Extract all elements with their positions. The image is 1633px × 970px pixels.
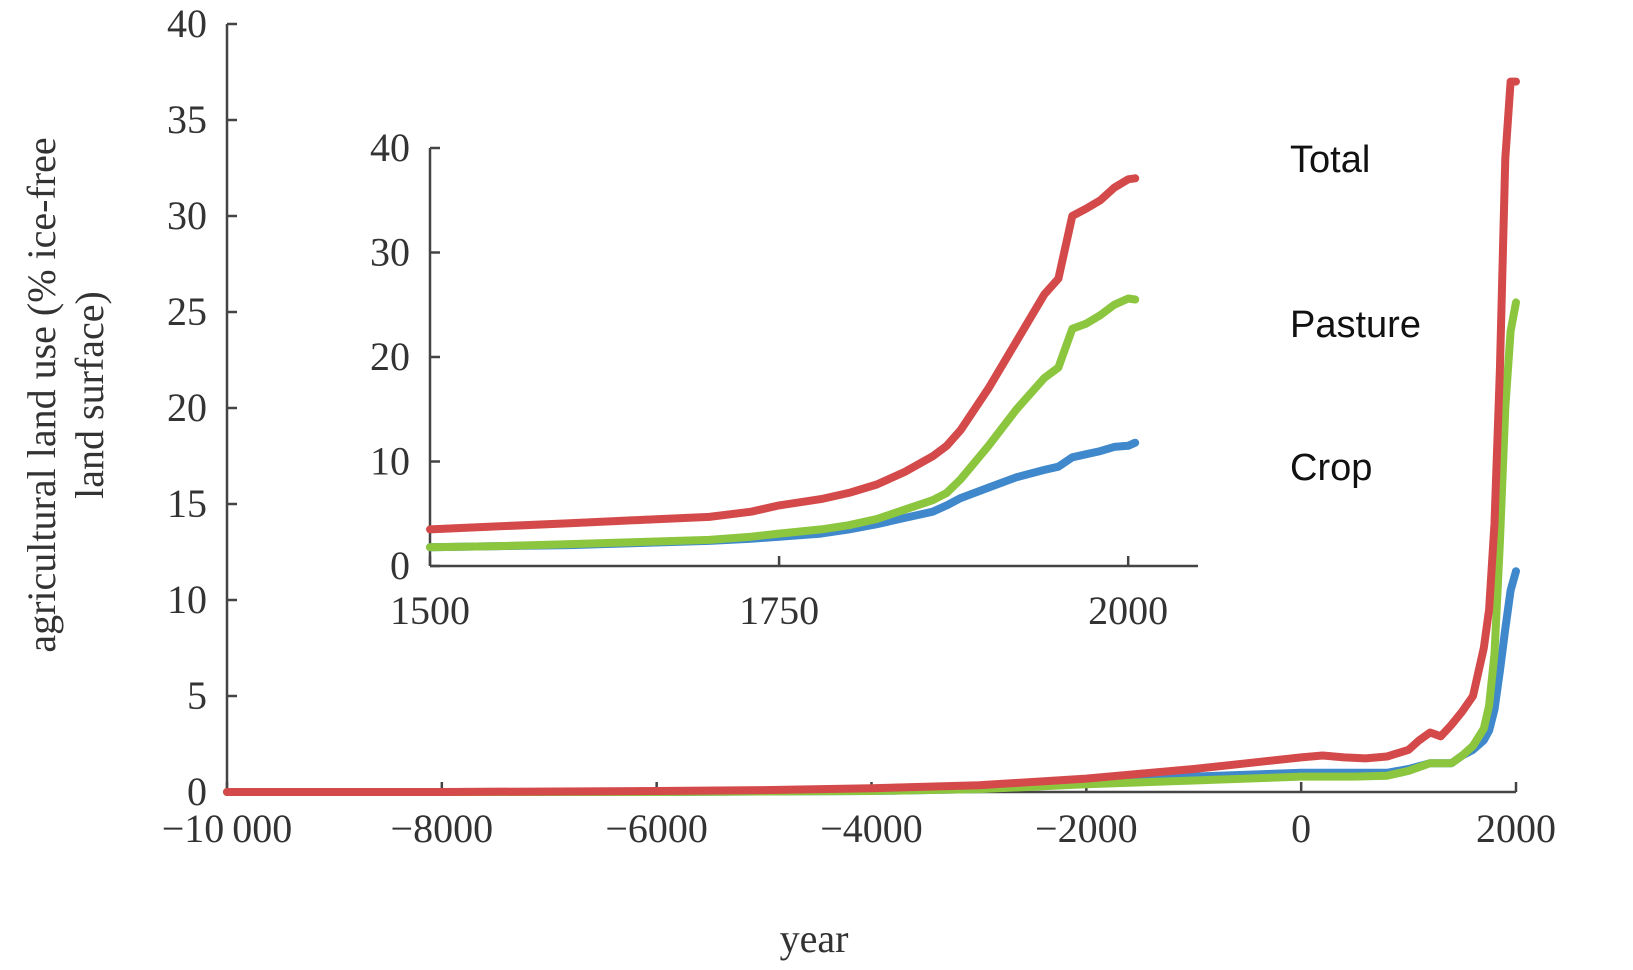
- main-y-tick-label: 20: [167, 385, 207, 430]
- inset-y-tick-label: 30: [370, 230, 410, 275]
- main-x-tick-label: −10 000: [162, 806, 293, 851]
- main-y-tick-label: 5: [187, 673, 207, 718]
- main-series-total: [223, 77, 1520, 796]
- main-y-tick-label: 0: [187, 769, 207, 814]
- x-axis-title: year: [780, 916, 849, 961]
- inset-x-tick-label: 2000: [1088, 588, 1168, 633]
- main-x-tick-label: −6000: [605, 806, 708, 851]
- main-x-tick-label: 0: [1291, 806, 1311, 851]
- inset-y-tick-label: 40: [370, 125, 410, 170]
- main-x-tick-label: −2000: [1035, 806, 1138, 851]
- series-label-pasture: Pasture: [1290, 304, 1421, 346]
- main-y-tick-label: 10: [167, 577, 207, 622]
- inset-y-tick-label: 10: [370, 439, 410, 484]
- main-y-tick-label: 25: [167, 289, 207, 334]
- main-series-pasture: [223, 298, 1520, 796]
- inset-y-tick-label: 0: [390, 543, 410, 588]
- main-x-tick-label: −8000: [391, 806, 494, 851]
- inset-series: [426, 174, 1140, 552]
- inset-y-tick-label: 20: [370, 334, 410, 379]
- inset-series-pasture: [426, 294, 1140, 552]
- main-y-tick-label: 40: [167, 1, 207, 46]
- series-labels: Total Pasture Crop: [1290, 139, 1421, 489]
- series-label-crop: Crop: [1290, 447, 1372, 489]
- inset-series-total: [426, 174, 1140, 534]
- y-axis-title-line-1: agricultural land use (% ice-free: [19, 137, 64, 652]
- inset-axes: 0 10 20 30 40 1500 1750 2000: [370, 125, 1198, 633]
- main-y-tick-label: 30: [167, 193, 207, 238]
- main-y-tick-label: 15: [167, 481, 207, 526]
- main-axes: 0 5 10 15 20 25 30 35 40 −10 000 −8000 −6000 −4000 −2…: [162, 1, 1556, 851]
- inset-x-tick-label: 1500: [390, 588, 470, 633]
- series-label-total: Total: [1290, 139, 1370, 181]
- main-x-tick-label: −4000: [820, 806, 923, 851]
- main-x-tick-label: 2000: [1476, 806, 1556, 851]
- inset-plot: 0 10 20 30 40 1500 1750 2000: [370, 125, 1198, 633]
- main-series: [223, 77, 1520, 796]
- main-plot: 0 5 10 15 20 25 30 35 40 −10 000 −8000 −6000 −4000 −2…: [19, 1, 1556, 961]
- y-axis-title-line-2: land surface): [67, 291, 112, 499]
- inset-x-tick-label: 1750: [739, 588, 819, 633]
- main-y-tick-label: 35: [167, 97, 207, 142]
